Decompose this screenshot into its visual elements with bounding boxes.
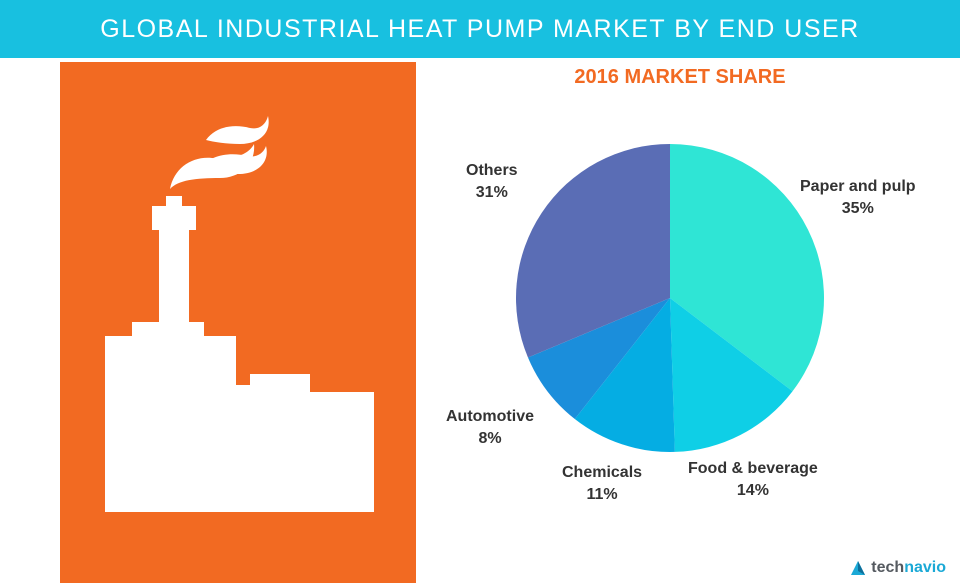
slice-label-paper-and-pulp: Paper and pulp 35%: [800, 176, 916, 220]
slice-percent: 14%: [736, 482, 769, 499]
pie-slice-food-beverage: [670, 298, 793, 452]
slice-percent: 35%: [841, 200, 874, 217]
brand-name-part: navio: [904, 559, 946, 576]
header-banner: GLOBAL INDUSTRIAL HEAT PUMP MARKET BY EN…: [0, 0, 960, 58]
brand-logo: technavio: [849, 559, 946, 577]
slice-percent: 11%: [586, 486, 618, 503]
slice-label-automotive: Automotive 8%: [446, 406, 534, 450]
slice-percent: 31%: [475, 184, 508, 201]
slice-percent: 8%: [478, 430, 502, 447]
factory-icon: [105, 116, 374, 512]
pie-slice-automotive: [527, 298, 670, 420]
slice-label-others: Others 31%: [466, 160, 518, 204]
factory-illustration-panel: [60, 62, 416, 583]
chart-title: 2016 MARKET SHARE: [574, 66, 786, 88]
slice-name: Food & beverage: [688, 460, 818, 477]
pie-slice-chemicals: [574, 298, 675, 452]
slice-name: Paper and pulp: [800, 178, 916, 195]
slice-name: Chemicals: [562, 464, 643, 481]
slice-name: Others: [466, 162, 518, 179]
slice-label-food-and-beverage: Food & beverage 14%: [688, 458, 818, 502]
brand-name: technavio: [871, 559, 946, 577]
page-title: GLOBAL INDUSTRIAL HEAT PUMP MARKET BY EN…: [100, 14, 860, 43]
brand-name-part: tech: [871, 559, 905, 576]
slice-label-chemicals: Chemicals 11%: [562, 462, 642, 506]
technavio-logo-icon: [849, 559, 867, 577]
pie-slice-others: [516, 143, 670, 358]
pie-slice-paper-and-pulp: [670, 144, 824, 392]
slice-name: Automotive: [446, 408, 534, 425]
